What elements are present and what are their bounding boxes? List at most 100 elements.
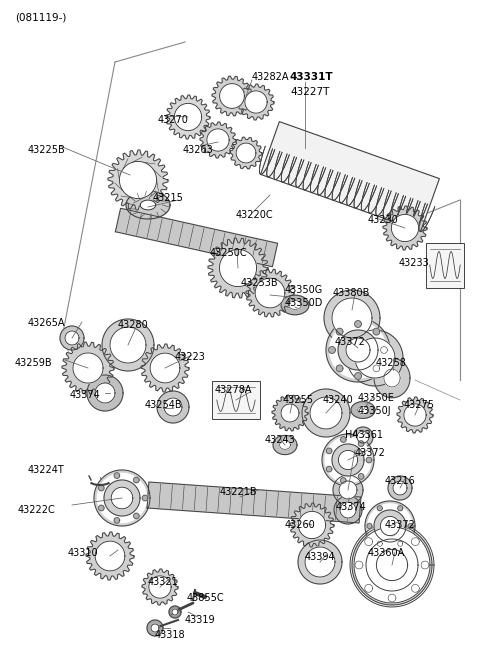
Polygon shape: [421, 561, 429, 569]
Polygon shape: [354, 527, 430, 603]
Polygon shape: [140, 200, 156, 210]
Text: 43350E: 43350E: [358, 393, 395, 403]
Polygon shape: [104, 480, 140, 516]
Polygon shape: [302, 389, 350, 437]
Polygon shape: [358, 441, 364, 446]
Polygon shape: [365, 538, 372, 546]
Polygon shape: [280, 441, 290, 449]
Text: (081119-): (081119-): [15, 12, 66, 22]
Text: 43282A: 43282A: [252, 72, 289, 82]
Polygon shape: [245, 91, 267, 113]
Polygon shape: [365, 501, 415, 551]
Polygon shape: [98, 505, 104, 511]
Polygon shape: [330, 322, 386, 378]
Polygon shape: [200, 122, 236, 158]
Polygon shape: [147, 620, 163, 636]
Polygon shape: [133, 477, 139, 483]
Polygon shape: [373, 365, 380, 372]
Text: 43394: 43394: [305, 552, 336, 562]
Text: 43310: 43310: [68, 548, 98, 558]
Polygon shape: [368, 504, 412, 548]
Polygon shape: [133, 513, 139, 519]
Text: 43319: 43319: [185, 615, 216, 625]
Text: 43220C: 43220C: [236, 210, 274, 220]
Polygon shape: [329, 346, 336, 354]
Polygon shape: [281, 295, 309, 315]
Text: 43240: 43240: [323, 395, 354, 405]
Polygon shape: [174, 104, 202, 131]
Polygon shape: [358, 406, 369, 414]
Polygon shape: [411, 584, 419, 592]
Polygon shape: [388, 528, 396, 536]
Text: 43265A: 43265A: [28, 318, 65, 328]
Polygon shape: [97, 474, 147, 523]
Text: 43243: 43243: [265, 435, 296, 445]
Polygon shape: [377, 541, 382, 546]
Polygon shape: [261, 121, 439, 232]
Polygon shape: [355, 561, 363, 569]
Text: 43258: 43258: [376, 358, 407, 368]
Polygon shape: [273, 436, 297, 455]
Text: 43280: 43280: [118, 320, 149, 330]
Polygon shape: [60, 326, 84, 350]
Polygon shape: [377, 506, 382, 511]
Polygon shape: [219, 249, 257, 287]
Text: 43255: 43255: [283, 395, 314, 405]
Polygon shape: [404, 404, 426, 426]
Polygon shape: [290, 503, 334, 547]
Polygon shape: [388, 594, 396, 602]
Bar: [212, 381, 260, 419]
Polygon shape: [236, 143, 256, 163]
Text: 43224T: 43224T: [28, 465, 65, 475]
Polygon shape: [246, 269, 294, 317]
Text: 43250C: 43250C: [210, 248, 248, 258]
Polygon shape: [355, 321, 361, 327]
Polygon shape: [351, 401, 375, 419]
Polygon shape: [111, 487, 133, 509]
Polygon shape: [340, 502, 356, 518]
Polygon shape: [353, 427, 373, 447]
Text: 43318: 43318: [155, 630, 186, 640]
Polygon shape: [357, 530, 427, 600]
Polygon shape: [166, 95, 210, 139]
Polygon shape: [65, 331, 79, 345]
Bar: [426, 243, 464, 287]
Polygon shape: [95, 383, 115, 403]
Polygon shape: [164, 398, 182, 416]
Polygon shape: [142, 569, 178, 605]
Polygon shape: [255, 278, 285, 308]
Polygon shape: [366, 539, 418, 591]
Text: 43259B: 43259B: [15, 358, 53, 368]
Polygon shape: [326, 318, 390, 382]
Text: 43215: 43215: [153, 193, 184, 203]
Polygon shape: [383, 206, 427, 250]
Polygon shape: [388, 476, 412, 500]
Polygon shape: [358, 474, 364, 480]
Polygon shape: [212, 76, 252, 116]
Polygon shape: [298, 540, 342, 584]
Polygon shape: [288, 300, 301, 310]
Polygon shape: [310, 397, 342, 429]
Text: 43263: 43263: [183, 145, 214, 155]
Polygon shape: [411, 538, 419, 546]
Polygon shape: [108, 150, 168, 210]
Text: 43372: 43372: [335, 337, 366, 347]
Polygon shape: [208, 238, 268, 298]
Polygon shape: [149, 576, 171, 598]
Polygon shape: [147, 482, 361, 523]
Polygon shape: [338, 330, 378, 370]
Text: 43278A: 43278A: [215, 385, 252, 395]
Text: 43230: 43230: [368, 215, 399, 225]
Polygon shape: [110, 327, 146, 363]
Polygon shape: [115, 209, 277, 267]
Polygon shape: [398, 541, 403, 546]
Polygon shape: [73, 353, 103, 383]
Polygon shape: [376, 550, 408, 581]
Polygon shape: [305, 547, 335, 577]
Polygon shape: [114, 518, 120, 523]
Polygon shape: [332, 444, 364, 476]
Polygon shape: [86, 532, 134, 580]
Polygon shape: [381, 346, 387, 354]
Text: 43260: 43260: [285, 520, 316, 530]
Polygon shape: [355, 338, 395, 378]
